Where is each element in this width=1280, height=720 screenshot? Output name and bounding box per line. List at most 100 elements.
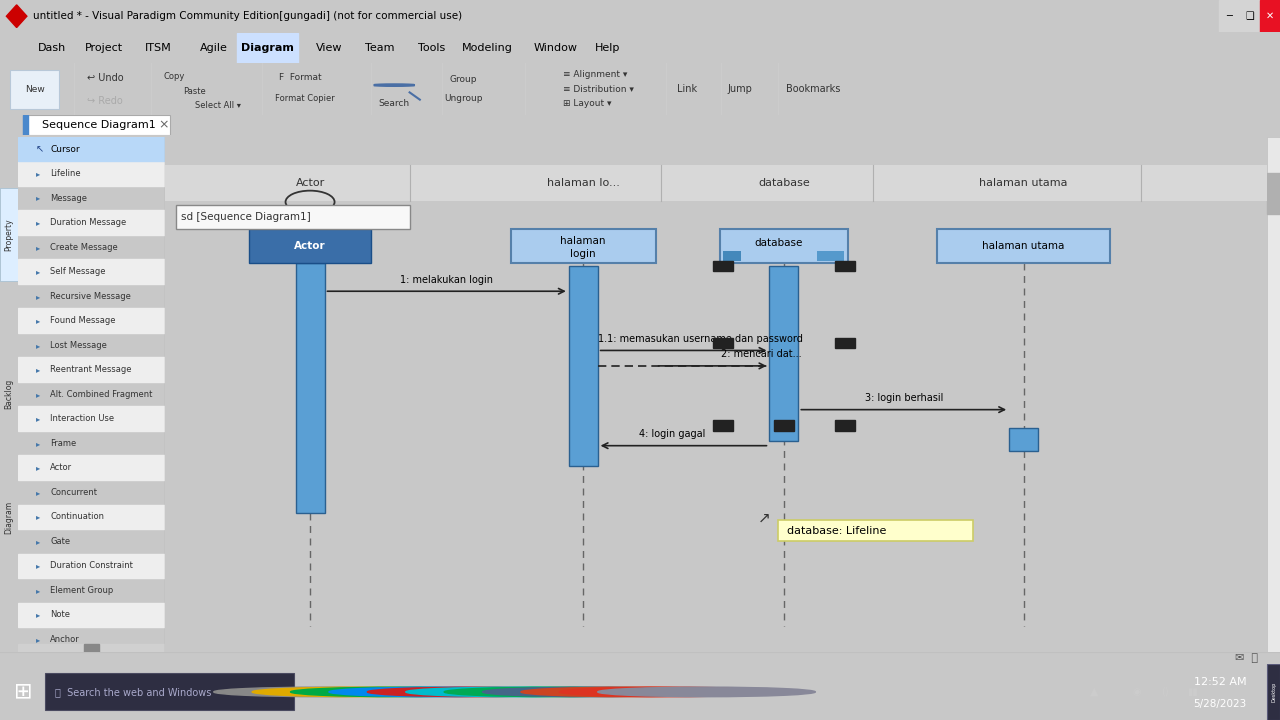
Text: Project: Project — [84, 43, 123, 53]
Text: Cursor: Cursor — [50, 145, 79, 153]
Text: 5/28/2023: 5/28/2023 — [1193, 699, 1247, 709]
Bar — [568, 266, 598, 467]
Bar — [511, 230, 655, 263]
Text: F  Format: F Format — [279, 73, 321, 82]
Bar — [248, 230, 371, 263]
Text: Alt. Combined Fragment: Alt. Combined Fragment — [50, 390, 152, 399]
Text: 3: login berhasil: 3: login berhasil — [864, 393, 943, 403]
Text: ▸: ▸ — [36, 537, 40, 546]
Bar — [18, 603, 165, 627]
Bar — [165, 165, 1267, 201]
Bar — [18, 210, 165, 235]
Circle shape — [598, 687, 815, 697]
Bar — [723, 251, 741, 261]
Text: 4: login gagal: 4: login gagal — [639, 429, 705, 439]
Text: Duration Message: Duration Message — [50, 218, 127, 227]
Text: ▲: ▲ — [1091, 687, 1098, 697]
Text: New: New — [24, 85, 45, 94]
Text: View: View — [316, 43, 342, 53]
Text: ▸: ▸ — [36, 487, 40, 497]
Text: Found Message: Found Message — [50, 316, 115, 325]
Bar — [713, 338, 732, 348]
Text: ▸: ▸ — [36, 586, 40, 595]
Text: Message: Message — [50, 194, 87, 202]
Text: ≡ Distribution ▾: ≡ Distribution ▾ — [563, 85, 634, 94]
Text: Paste: Paste — [183, 87, 206, 96]
Text: ◉: ◉ — [1133, 687, 1140, 697]
Text: ▸: ▸ — [36, 611, 40, 619]
Circle shape — [367, 687, 585, 697]
Bar — [84, 644, 99, 652]
Circle shape — [252, 687, 470, 697]
Text: ▸: ▸ — [36, 169, 40, 178]
Text: ▸: ▸ — [36, 438, 40, 448]
Circle shape — [521, 687, 739, 697]
Text: ▸: ▸ — [36, 243, 40, 251]
Bar — [23, 115, 170, 135]
Bar — [18, 137, 165, 161]
Bar — [10, 70, 59, 109]
Bar — [1239, 0, 1260, 32]
Bar — [774, 420, 794, 431]
Bar — [835, 338, 855, 348]
Text: ─: ─ — [1226, 12, 1231, 21]
Text: Interaction Use: Interaction Use — [50, 414, 114, 423]
Text: Actor: Actor — [50, 463, 73, 472]
Text: 1: melakukan login: 1: melakukan login — [401, 274, 493, 284]
Text: ▸: ▸ — [36, 194, 40, 202]
Text: Link: Link — [677, 84, 698, 94]
Text: Diagram: Diagram — [4, 501, 14, 534]
Bar — [18, 407, 165, 431]
Text: Frame: Frame — [50, 438, 77, 448]
Text: Backlog: Backlog — [4, 379, 14, 410]
Bar — [817, 251, 844, 261]
Bar — [45, 673, 294, 710]
Bar — [769, 266, 799, 441]
Text: ▸: ▸ — [36, 463, 40, 472]
Text: halaman: halaman — [561, 236, 605, 246]
Text: Recursive Message: Recursive Message — [50, 292, 131, 301]
Bar — [719, 230, 847, 263]
Bar — [18, 456, 165, 480]
Text: ▮▮: ▮▮ — [1188, 687, 1198, 697]
Text: ✉  📋: ✉ 📋 — [1235, 653, 1258, 663]
Text: Element Group: Element Group — [50, 586, 114, 595]
Text: ≡ Alignment ▾: ≡ Alignment ▾ — [563, 71, 627, 79]
Text: Anchor: Anchor — [50, 635, 81, 644]
Text: Create Message: Create Message — [50, 243, 118, 251]
Bar — [237, 33, 298, 63]
Circle shape — [483, 687, 700, 697]
Text: Gate: Gate — [50, 537, 70, 546]
Text: ↪ Redo: ↪ Redo — [87, 96, 123, 106]
Text: Note: Note — [50, 611, 70, 619]
Text: Tools: Tools — [417, 43, 445, 53]
Bar — [713, 420, 732, 431]
Text: ⊞ Layout ▾: ⊞ Layout ▾ — [563, 99, 612, 108]
Bar — [937, 230, 1110, 263]
Text: 12:52 AM: 12:52 AM — [1193, 677, 1247, 687]
Text: Desktop: Desktop — [1271, 682, 1276, 702]
Text: Jump: Jump — [727, 84, 753, 94]
Bar — [1219, 0, 1239, 32]
Text: ❑: ❑ — [1245, 12, 1253, 21]
Text: 1.1: memasukan username dan password: 1.1: memasukan username dan password — [598, 334, 803, 343]
Text: Window: Window — [534, 43, 577, 53]
Bar — [835, 420, 855, 431]
Bar — [1260, 0, 1280, 32]
Text: Bookmarks: Bookmarks — [786, 84, 840, 94]
Text: ↩ Undo: ↩ Undo — [87, 73, 124, 83]
Bar — [296, 263, 325, 513]
Bar — [18, 505, 165, 529]
Text: untitled * - Visual Paradigm Community Edition[gungadi] (not for commercial use): untitled * - Visual Paradigm Community E… — [33, 12, 462, 21]
Text: Diagram: Diagram — [241, 43, 294, 53]
Text: ⊞: ⊞ — [14, 682, 32, 702]
Text: Help: Help — [595, 43, 621, 53]
Text: Ungroup: Ungroup — [444, 94, 483, 103]
Text: Actor: Actor — [296, 178, 325, 188]
Text: 2: mencari dat...: 2: mencari dat... — [721, 349, 801, 359]
Text: Self Message: Self Message — [50, 267, 106, 276]
Circle shape — [559, 687, 777, 697]
Text: ▸: ▸ — [36, 267, 40, 276]
Text: 🔍  Search the web and Windows: 🔍 Search the web and Windows — [55, 687, 211, 697]
Text: halaman utama: halaman utama — [979, 178, 1068, 188]
